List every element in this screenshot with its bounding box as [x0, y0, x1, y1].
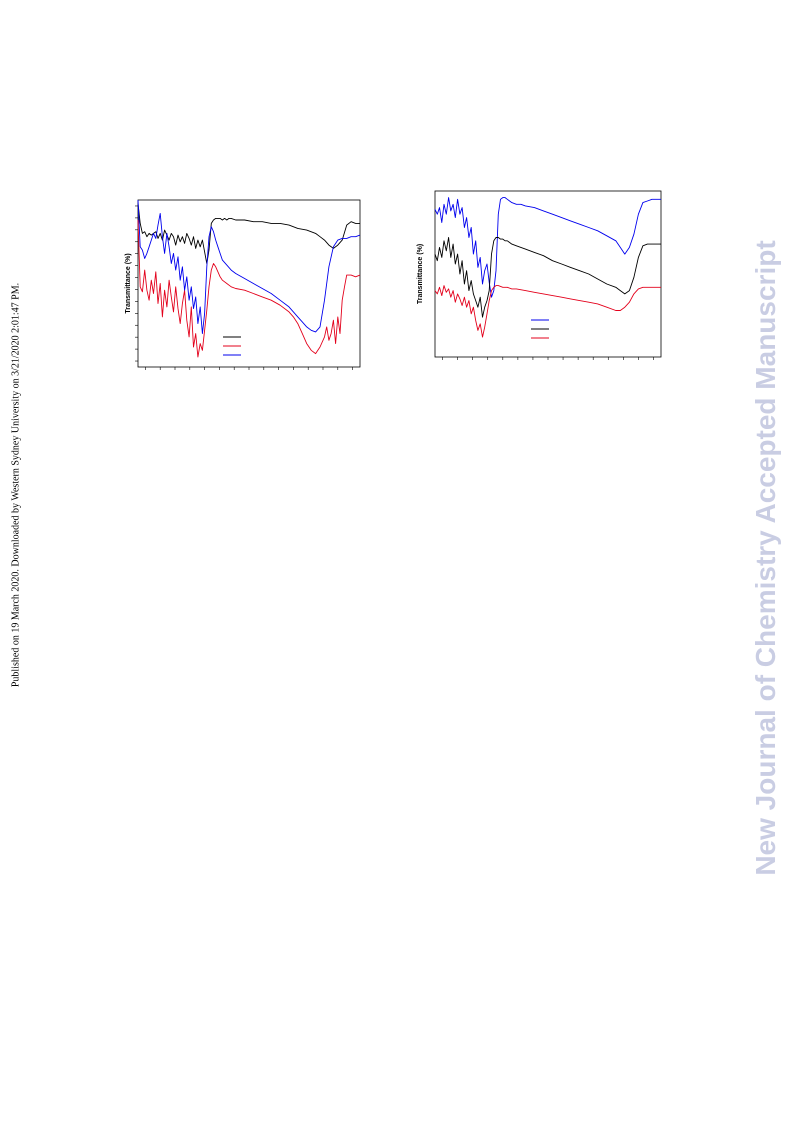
legend [223, 336, 241, 356]
series-line-2 [434, 237, 661, 318]
series-line-1 [434, 197, 661, 298]
series-line-3 [137, 199, 361, 335]
series-line-1 [137, 203, 360, 264]
series-lines [137, 199, 361, 358]
ftir-chart-left: Transmittance (%) [125, 199, 361, 370]
plot-frame [434, 190, 662, 358]
axis-ticks [442, 357, 654, 360]
series-lines [434, 197, 661, 338]
y-axis-label: Transmittance (%) [125, 253, 132, 313]
publication-note-text: Published on 19 March 2020. Downloaded b… [10, 282, 22, 688]
series-line-3 [434, 285, 661, 338]
legend [531, 319, 549, 339]
series-line-2 [137, 219, 361, 358]
y-axis-label: Transmittance (%) [417, 244, 424, 304]
journal-watermark-text: New Journal of Chemistry Accepted Manusc… [750, 240, 781, 876]
ftir-chart-right: Transmittance (%) [417, 190, 662, 360]
axis-ticks [135, 205, 353, 370]
